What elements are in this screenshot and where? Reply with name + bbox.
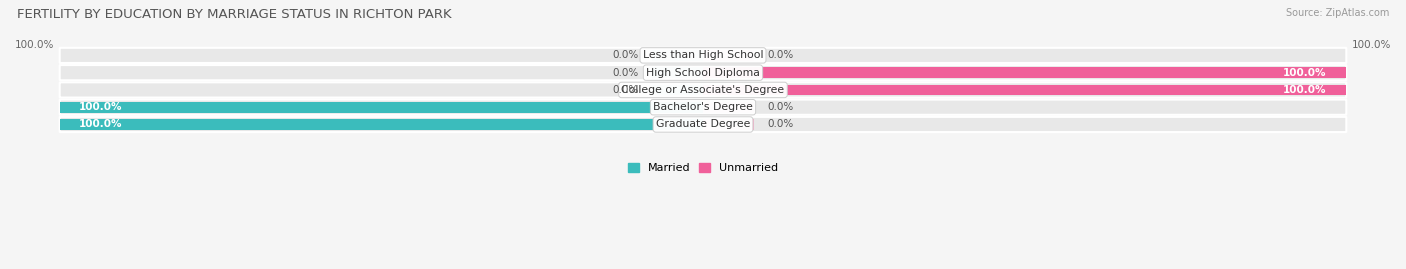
Text: Graduate Degree: Graduate Degree (655, 119, 751, 129)
FancyBboxPatch shape (59, 65, 1347, 80)
Bar (703, 50, 755, 61)
Bar (651, 67, 703, 78)
Text: FERTILITY BY EDUCATION BY MARRIAGE STATUS IN RICHTON PARK: FERTILITY BY EDUCATION BY MARRIAGE STATU… (17, 8, 451, 21)
Text: 100.0%: 100.0% (1284, 68, 1327, 78)
FancyBboxPatch shape (59, 117, 1347, 132)
Bar (703, 84, 1346, 95)
Bar (60, 102, 703, 112)
Text: Bachelor's Degree: Bachelor's Degree (652, 102, 754, 112)
Text: 0.0%: 0.0% (768, 102, 793, 112)
Text: 0.0%: 0.0% (768, 119, 793, 129)
Legend: Married, Unmarried: Married, Unmarried (623, 158, 783, 178)
Bar (651, 84, 703, 95)
FancyBboxPatch shape (59, 82, 1347, 98)
Text: 0.0%: 0.0% (613, 50, 638, 61)
FancyBboxPatch shape (59, 48, 1347, 63)
Text: 100.0%: 100.0% (1351, 40, 1391, 50)
Bar (703, 119, 755, 130)
Text: 100.0%: 100.0% (15, 40, 55, 50)
FancyBboxPatch shape (59, 100, 1347, 115)
Text: 0.0%: 0.0% (613, 85, 638, 95)
Text: 100.0%: 100.0% (1284, 85, 1327, 95)
Text: Less than High School: Less than High School (643, 50, 763, 61)
Text: 100.0%: 100.0% (79, 119, 122, 129)
Text: 100.0%: 100.0% (79, 102, 122, 112)
Bar (703, 67, 1346, 78)
Text: 0.0%: 0.0% (613, 68, 638, 78)
Text: Source: ZipAtlas.com: Source: ZipAtlas.com (1285, 8, 1389, 18)
Bar (703, 102, 755, 112)
Bar (651, 50, 703, 61)
Text: College or Associate's Degree: College or Associate's Degree (621, 85, 785, 95)
Bar (60, 119, 703, 130)
Text: High School Diploma: High School Diploma (647, 68, 759, 78)
Text: 0.0%: 0.0% (768, 50, 793, 61)
